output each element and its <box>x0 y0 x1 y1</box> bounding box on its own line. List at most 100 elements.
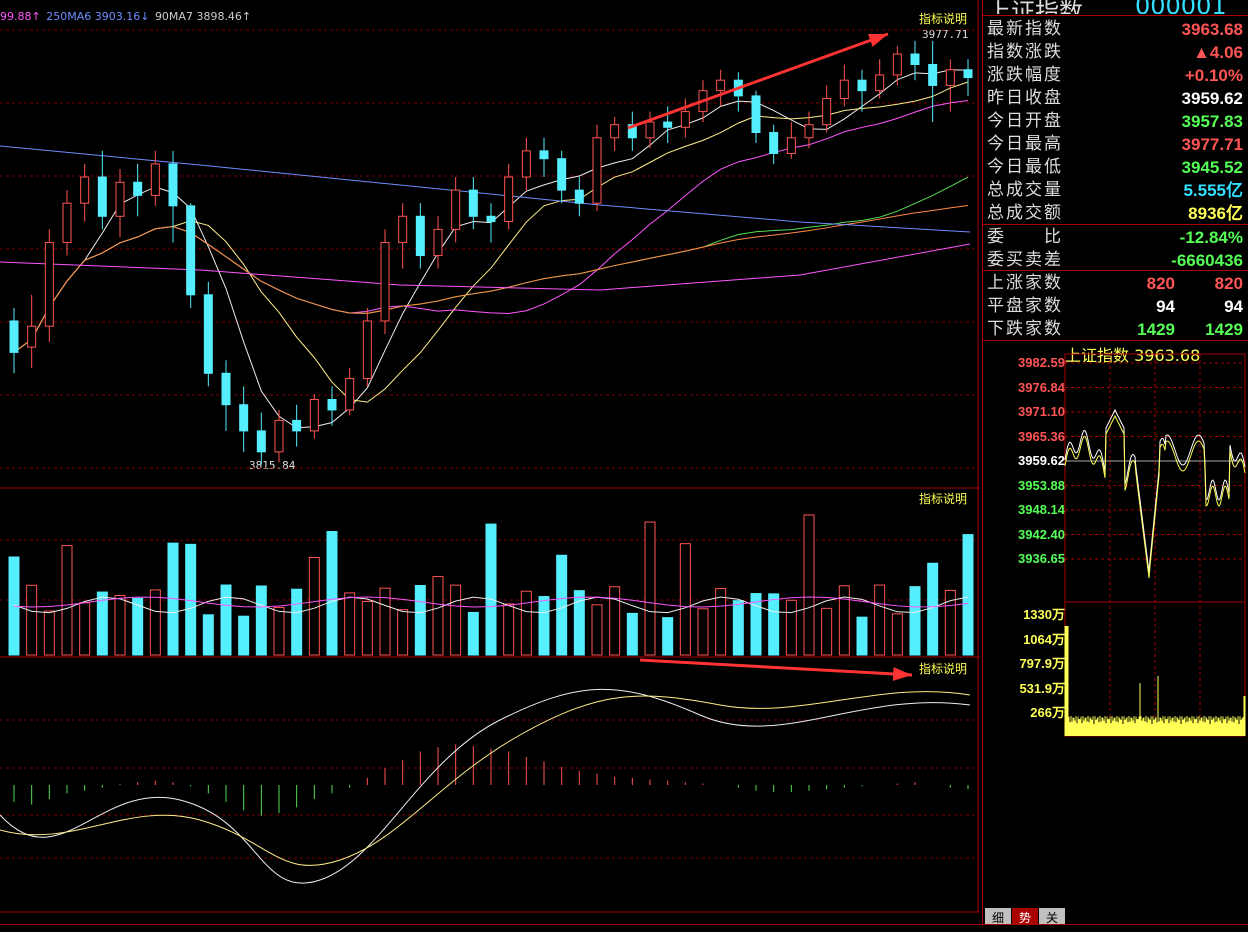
volume-bar <box>874 584 886 656</box>
breadth-label: 下跌家数 <box>987 319 1063 339</box>
ratio-label: 委买卖差 <box>987 250 1063 270</box>
mini-axis-label: 3936.65 <box>1018 551 1065 566</box>
ratio-row: 委买卖差 -6660436 <box>987 249 1245 272</box>
macd-dea-line <box>0 691 971 866</box>
macd-dif-line <box>0 688 971 884</box>
intraday-mini-chart[interactable] <box>983 340 1248 740</box>
kline-chart-area[interactable]: 99.88↑ 250MA6 3903.16↓ 90MA7 3898.46↑ 指标… <box>0 0 980 931</box>
volume-bar <box>414 585 426 656</box>
volume-bar <box>644 521 656 656</box>
mini-axis-label: 3976.84 <box>1018 379 1065 395</box>
indicator-help-volume[interactable]: 指标说明 <box>919 492 968 506</box>
volume-bar <box>838 585 850 656</box>
mini-axis-label: 3942.40 <box>1018 526 1065 542</box>
candle-body <box>9 320 19 353</box>
quote-label: 今日最低 <box>987 157 1063 177</box>
candle-body <box>80 176 90 204</box>
volume-bar <box>573 590 585 656</box>
candle-body <box>839 79 849 100</box>
low-annotation: 3815.84 <box>249 459 296 472</box>
tab-related[interactable]: 关 <box>1039 908 1065 928</box>
quote-value: 8936亿 <box>1188 204 1243 223</box>
volume-bar <box>220 584 232 656</box>
volume-bar <box>962 534 974 656</box>
volume-bar <box>556 554 568 656</box>
candle-body <box>680 111 690 128</box>
ma-legend-item-1: 99.88↑ <box>0 10 41 23</box>
candle-body <box>822 98 832 126</box>
volume-bar <box>291 588 303 656</box>
indicator-help-price[interactable]: 指标说明 <box>919 12 968 26</box>
panel-title: 上证指数 <box>987 0 1083 14</box>
quote-label: 总成交额 <box>987 203 1063 223</box>
quote-value: 3945.52 <box>1181 158 1243 177</box>
indicator-help-macd[interactable]: 指标说明 <box>919 662 968 676</box>
volume-bar <box>944 589 956 656</box>
candle-body <box>892 53 902 76</box>
ratio-value: -12.84% <box>1179 228 1243 247</box>
volume-bar <box>26 584 38 656</box>
candle-body <box>645 121 655 139</box>
volume-bar <box>149 589 161 656</box>
quote-row: 今日最高 3977.71 <box>987 133 1245 156</box>
volume-bar <box>202 614 214 656</box>
vol-ma-line <box>13 596 969 614</box>
volume-bar <box>626 612 638 656</box>
volume-bar <box>467 611 479 656</box>
candle-body <box>910 53 920 65</box>
candle-body <box>769 132 779 154</box>
volume-bar <box>61 545 73 656</box>
quote-label: 今日开盘 <box>987 111 1063 131</box>
volume-bar <box>361 600 373 656</box>
quote-row: 最新指数 3963.68 <box>987 18 1245 41</box>
quote-value: 3959.62 <box>1181 89 1243 108</box>
volume-bar <box>891 613 903 656</box>
candle-body <box>857 79 867 92</box>
volume-bar <box>768 593 780 656</box>
vol-axis-label: 797.9万 <box>1019 656 1065 671</box>
quote-label: 指数涨跌 <box>987 42 1063 62</box>
trend-arrow-macd-head <box>892 667 912 681</box>
candle-body <box>468 189 478 217</box>
quote-row: 指数涨跌 ▲4.06 <box>987 41 1245 64</box>
candle-body <box>203 294 213 374</box>
trend-arrow-price-head <box>868 33 888 47</box>
trend-arrow-price <box>627 32 889 130</box>
divider <box>983 270 1248 271</box>
vol-axis-label: 266万 <box>1030 705 1065 720</box>
mini-axis-label: 3971.10 <box>1018 404 1065 419</box>
ratio-row: 委 比 -12.84% <box>987 226 1245 249</box>
volume-bar <box>344 592 356 656</box>
quote-row: 今日开盘 3957.83 <box>987 110 1245 133</box>
volume-bar <box>520 590 532 656</box>
candle-body <box>362 320 372 380</box>
ma-legend-item-3: 90MA7 3898.46↑ <box>154 10 252 23</box>
tab-trend[interactable]: 势 <box>1012 908 1038 928</box>
trend-arrow-macd <box>639 658 913 677</box>
candle-body <box>239 404 249 432</box>
volume-bar <box>821 607 833 656</box>
candle-body <box>716 79 726 92</box>
candle-body <box>168 163 178 207</box>
ratio-value: -6660436 <box>1171 251 1243 270</box>
volume-bar <box>856 616 868 656</box>
divider <box>983 15 1248 16</box>
vol-axis-label: 1064万 <box>1023 631 1065 647</box>
candle-body <box>486 215 496 223</box>
tab-detail[interactable]: 细 <box>985 908 1011 928</box>
candle-body <box>875 74 885 92</box>
breadth-row: 下跌家数 1429 1429 <box>987 318 1245 341</box>
status-bar <box>0 924 1248 932</box>
candle-body <box>44 241 54 327</box>
volume-bar <box>238 615 250 656</box>
quote-row: 涨跌幅度 +0.10% <box>987 64 1245 87</box>
candle-body <box>557 158 567 191</box>
ma-legend: 99.88↑ 250MA6 3903.16↓ 90MA7 3898.46↑ <box>0 10 253 23</box>
quote-value: 3977.71 <box>1181 135 1243 154</box>
mini-axis-label: 3948.14 <box>1018 502 1065 517</box>
volume-bar <box>715 588 727 656</box>
breadth-value-1: 1429 <box>1137 320 1175 339</box>
quote-value: +0.10% <box>1184 66 1243 85</box>
breadth-row: 上涨家数 820 820 <box>987 272 1245 295</box>
volume-bar <box>503 603 515 656</box>
